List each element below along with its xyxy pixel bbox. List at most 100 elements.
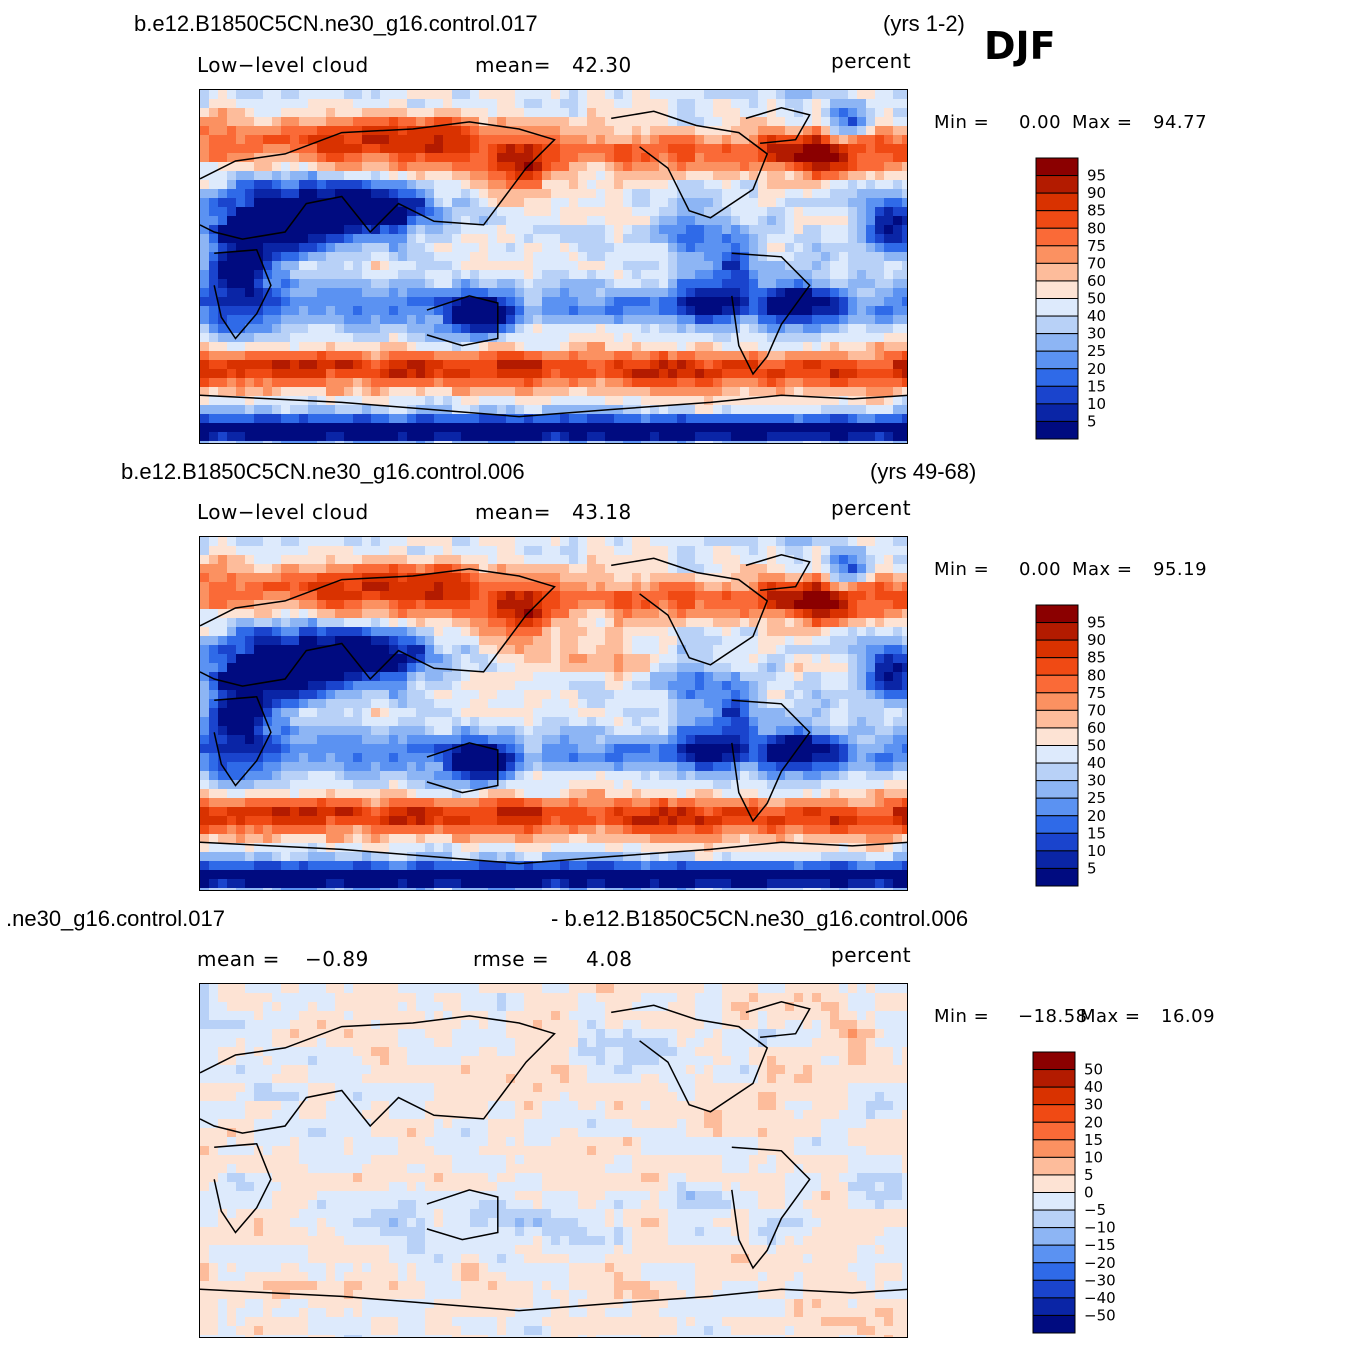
map-cell (623, 654, 633, 664)
map-cell (497, 663, 507, 673)
map-cell (695, 441, 705, 443)
map-cell (281, 270, 291, 280)
map-cell (209, 180, 219, 190)
map-cell (281, 90, 291, 100)
map-cell (758, 636, 768, 646)
map-cell (551, 735, 561, 745)
map-cell (884, 144, 894, 154)
map-cell (587, 441, 597, 443)
map-cell (767, 108, 777, 118)
map-cell (533, 690, 543, 700)
map-cell (623, 555, 633, 565)
map-cell (830, 699, 840, 709)
map-cell (758, 618, 768, 628)
map-cell (542, 708, 552, 718)
map-cell (821, 654, 831, 664)
map-cell (335, 726, 345, 736)
map-cell (308, 207, 318, 217)
map-cell (218, 171, 228, 181)
map-cell (722, 180, 732, 190)
map-cell (524, 90, 534, 100)
map-cell (236, 618, 246, 628)
map-cell (200, 609, 210, 619)
map-cell (740, 252, 750, 262)
map-cell (245, 117, 255, 127)
map-cell (371, 672, 381, 682)
map-cell (290, 591, 300, 601)
map-cell (821, 717, 831, 727)
map-cell (317, 636, 327, 646)
map-cell (398, 261, 408, 271)
map-cell (200, 735, 210, 745)
map-cell (686, 369, 696, 379)
map-cell (326, 414, 336, 424)
map-cell (407, 279, 417, 289)
map-cell (335, 609, 345, 619)
map-cell (812, 261, 822, 271)
map-cell (686, 126, 696, 136)
map-cell (803, 108, 813, 118)
map-cell (857, 99, 867, 109)
map-cell (821, 414, 831, 424)
map-cell (389, 216, 399, 226)
map-cell (677, 618, 687, 628)
map-cell (506, 162, 516, 172)
map-cell (236, 279, 246, 289)
map-cell (506, 405, 516, 415)
map-cell (902, 432, 907, 442)
map-cell (614, 279, 624, 289)
map-cell (758, 117, 768, 127)
map-cell (848, 90, 858, 100)
map-cell (443, 306, 453, 316)
map-cell (578, 582, 588, 592)
map-cell (596, 342, 606, 352)
map-cell (542, 135, 552, 145)
map-cell (470, 414, 480, 424)
map-cell (812, 144, 822, 154)
map-cell (497, 108, 507, 118)
map-cell (569, 333, 579, 343)
map-cell (209, 171, 219, 181)
map-cell (461, 126, 471, 136)
map-cell (452, 378, 462, 388)
map-cell (668, 591, 678, 601)
map-cell (398, 690, 408, 700)
map-cell (200, 162, 210, 172)
map-cell (389, 297, 399, 307)
map-cell (362, 681, 372, 691)
map-cell (497, 708, 507, 718)
map-cell (587, 288, 597, 298)
map-cell (596, 225, 606, 235)
map-cell (551, 564, 561, 574)
map-cell (461, 618, 471, 628)
map-cell (569, 279, 579, 289)
map-cell (785, 618, 795, 628)
map-cell (317, 591, 327, 601)
map-cell (677, 432, 687, 442)
map-cell (596, 297, 606, 307)
map-cell (641, 162, 651, 172)
map-cell (902, 99, 907, 109)
map-cell (884, 636, 894, 646)
map-cell (524, 117, 534, 127)
map-cell (290, 315, 300, 325)
map-cell (767, 153, 777, 163)
map-cell (335, 252, 345, 262)
map-cell (218, 627, 228, 637)
map-cell (749, 171, 759, 181)
map-cell (299, 342, 309, 352)
map-cell (209, 405, 219, 415)
map-cell (218, 99, 228, 109)
map-cell (524, 708, 534, 718)
map-cell (875, 243, 885, 253)
map-cell (632, 378, 642, 388)
map-cell (740, 546, 750, 556)
map-cell (263, 261, 273, 271)
map-cell (893, 297, 903, 307)
map-cell (209, 627, 219, 637)
map-cell (389, 207, 399, 217)
map-cell (263, 252, 273, 262)
map-cell (353, 198, 363, 208)
map-cell (551, 189, 561, 199)
map-cell (425, 279, 435, 289)
